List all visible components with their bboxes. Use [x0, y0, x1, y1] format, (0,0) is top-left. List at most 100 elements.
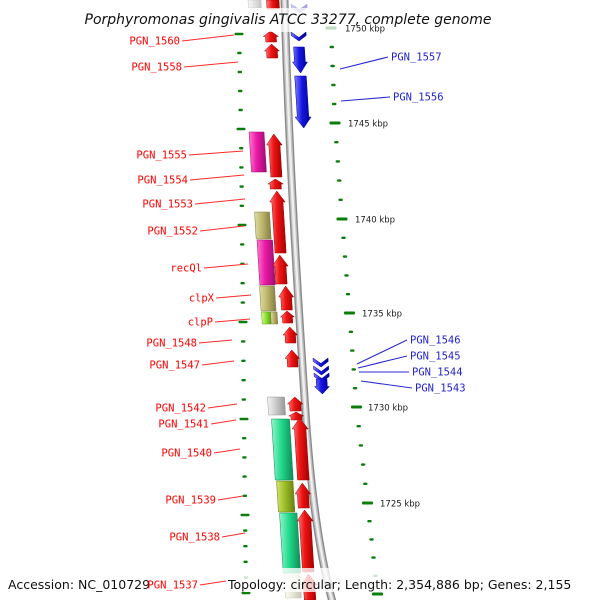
ruler-minor-tick — [243, 560, 248, 563]
ruler-minor-tick — [242, 456, 247, 459]
ruler-minor-tick — [335, 160, 340, 163]
gene-chevron-PGN_1546 — [312, 357, 329, 368]
gene-label-PGN_1560: PGN_1560 — [129, 36, 180, 48]
gene-label-PGN_1537: PGN_1537 — [147, 580, 198, 592]
gene-arrow-PGN_1557 — [291, 46, 308, 74]
leader-line-PGN_1545 — [357, 355, 408, 369]
ruler-minor-tick — [240, 282, 245, 285]
ruler-major-tick — [329, 121, 341, 125]
ruler-minor-tick — [371, 556, 376, 559]
leader-line-clpX — [215, 294, 252, 299]
ruler-minor-tick — [239, 166, 244, 169]
ruler-major-tick — [241, 591, 251, 595]
topology-text: Topology: circular; Length: 2,354,886 bp… — [227, 577, 571, 592]
gene-blocks-track — [247, 0, 302, 599]
gene-label-PGN_1552: PGN_1552 — [147, 226, 198, 238]
gene-arrow-PGN_1548 — [282, 326, 299, 344]
gene-label-PGN_1553: PGN_1553 — [142, 199, 193, 211]
ruler-label-1730-kbp: 1730 kbp — [368, 404, 408, 414]
ruler-major-tick — [372, 592, 383, 596]
ruler-major-tick — [239, 417, 249, 421]
gene-label-PGN_1546: PGN_1546 — [410, 335, 461, 347]
ruler-major-tick — [238, 320, 248, 324]
ruler-minor-tick — [238, 108, 243, 112]
title-fade-band — [0, 8, 600, 32]
leader-line-PGN_1560 — [181, 34, 235, 42]
ruler-minor-tick — [342, 255, 348, 258]
ruler-minor-tick — [363, 482, 368, 485]
gene-arrow-small — [288, 411, 304, 421]
ruler-labels: 1750 kbp 1745 kbp 1740 kbp 1735 kbp 1730 kbp… — [345, 25, 420, 510]
leader-line-PGN_1554 — [189, 174, 245, 181]
ruler-major-tick — [336, 217, 348, 221]
accession-text: Accession: NC_010729 — [8, 577, 150, 592]
block-PGN_1539 — [276, 480, 296, 513]
ruler-major-tick — [240, 513, 250, 517]
ruler-minor-tick — [237, 51, 242, 55]
gene-arrow-PGN_1560 — [262, 30, 280, 43]
leader-line-PGN_1558 — [183, 61, 239, 68]
ruler-major-tick — [236, 127, 246, 131]
ruler-major-tick — [344, 311, 355, 315]
leader-line-PGN_1542 — [207, 403, 238, 409]
ruler-minor-tick — [334, 141, 339, 144]
block-top-partial — [247, 0, 262, 9]
gene-arrow-PGN_1540-region — [291, 417, 310, 481]
gene-label-PGN_1547: PGN_1547 — [149, 360, 200, 372]
ruler-minor-tick — [338, 198, 343, 201]
gene-label-PGN_1544: PGN_1544 — [412, 367, 463, 379]
blue-strand-track — [290, 3, 331, 395]
ruler-minor-tick — [337, 179, 342, 182]
gene-label-PGN_1555: PGN_1555 — [136, 150, 187, 162]
ruler-minor-tick — [332, 102, 337, 106]
ruler-minor-tick — [369, 538, 374, 541]
ruler-major-tick — [237, 223, 247, 227]
gene-arrow-clpP-region — [279, 310, 296, 324]
ruler-minor-tick — [237, 70, 242, 74]
gene-arrow-PGN_1543 — [313, 378, 331, 395]
gene-label-PGN_1557: PGN_1557 — [391, 52, 442, 64]
block-PGN_1552 — [254, 211, 272, 240]
gene-label-PGN_1539: PGN_1539 — [165, 495, 216, 507]
gene-arrow-PGN_1552-region — [272, 254, 289, 285]
leader-line-PGN_1547 — [201, 360, 235, 366]
block-PGN_1555 — [248, 131, 267, 173]
ruler-minor-tick — [242, 494, 247, 497]
ruler-minor-tick — [344, 274, 349, 277]
figure-title: Porphyromonas gingivalis ATCC 33277, com… — [85, 12, 492, 28]
red-strand-track — [262, 0, 318, 600]
ruler-ticks-layer — [234, 26, 383, 596]
leader-line-PGN_1548 — [198, 339, 233, 344]
ruler-minor-tick — [241, 359, 246, 362]
ruler-minor-tick — [329, 45, 334, 49]
leader-line-PGN_1555 — [188, 150, 244, 156]
ruler-minor-tick — [239, 147, 244, 150]
gene-label-PGN_1540: PGN_1540 — [161, 448, 212, 460]
ruler-minor-tick — [243, 545, 248, 548]
gene-arrow-PGN_1558 — [263, 43, 281, 59]
ruler-label-1745-kbp: 1745 kbp — [348, 120, 388, 130]
gene-arrow-clpX-region — [278, 285, 295, 311]
ruler-minor-tick — [360, 463, 366, 466]
ruler-minor-tick — [358, 444, 364, 447]
ruler-label-1735-kbp: 1735 kbp — [362, 310, 402, 320]
gene-label-PGN_1543: PGN_1543 — [415, 383, 466, 395]
leader-line-PGN_1537 — [199, 580, 227, 586]
block-recQl — [256, 239, 276, 286]
leader-line-clpP — [214, 318, 251, 323]
ruler-minor-tick — [352, 387, 358, 390]
ruler-minor-tick — [331, 83, 336, 87]
ruler-minor-tick — [241, 398, 246, 401]
ruler-major-tick — [234, 32, 244, 36]
leader-line-PGN_1538 — [221, 532, 246, 538]
ruler-minor-tick — [345, 293, 351, 296]
gene-arrow-PGN_1542-region — [286, 396, 304, 412]
block-clpX — [259, 285, 277, 312]
leader-line-recQl — [203, 263, 249, 269]
block-PGN_1541-1540 — [271, 418, 294, 481]
leader-line-PGN_1540 — [213, 448, 241, 454]
gene-arrow-top — [266, 0, 280, 10]
gene-label-PGN_1541: PGN_1541 — [158, 419, 209, 431]
gene-arrow-PGN_1556 — [294, 75, 312, 129]
gene-label-PGN_1556: PGN_1556 — [393, 92, 444, 104]
